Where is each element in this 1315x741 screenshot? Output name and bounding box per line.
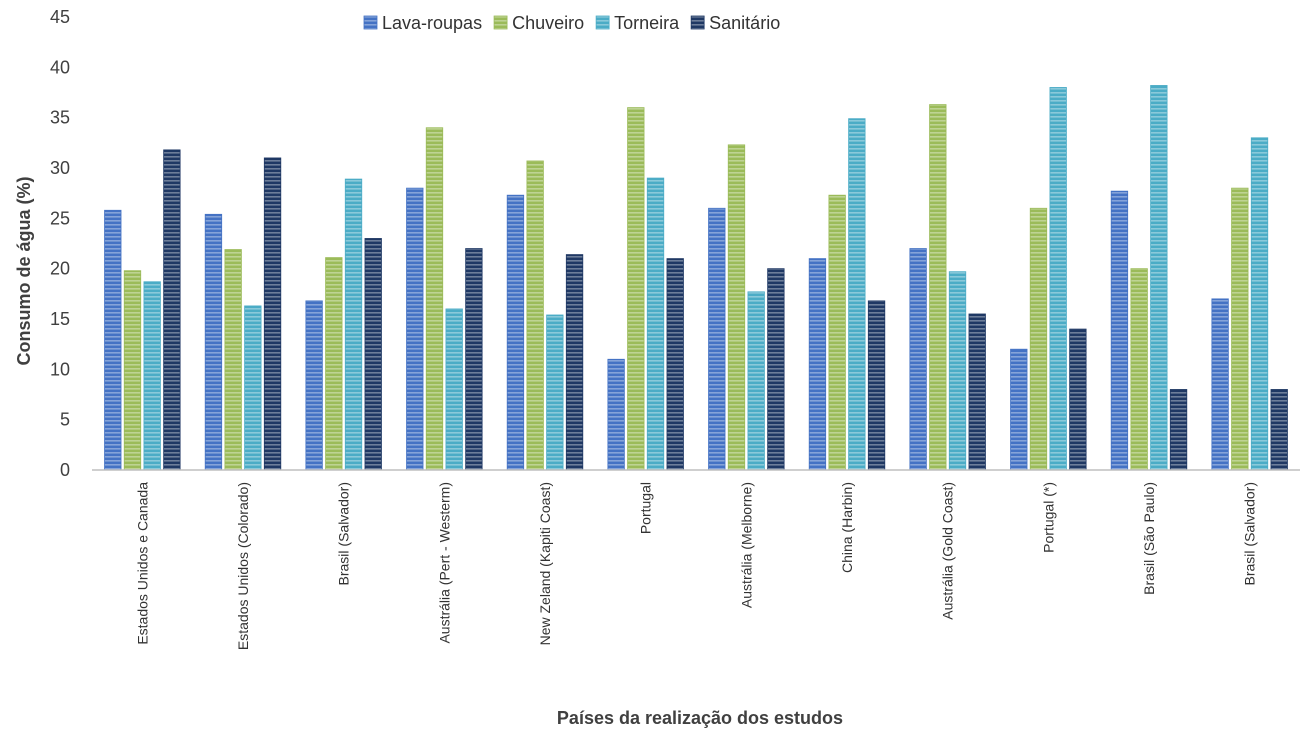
bar-torneira bbox=[747, 291, 765, 471]
bar-lava-roupas bbox=[1110, 190, 1129, 471]
bar-lava-roupas bbox=[305, 300, 323, 471]
x-tick-label: Brasil (Salvador) bbox=[336, 482, 352, 585]
x-tick-label: Austrália (Melborne) bbox=[738, 482, 754, 608]
bar-chuveiro bbox=[929, 104, 947, 471]
bar-sanitario bbox=[666, 258, 684, 471]
bar-lava-roupas bbox=[406, 187, 424, 471]
bar-torneira bbox=[344, 178, 363, 471]
bar-sanitario bbox=[1069, 328, 1087, 471]
bar-lava-roupas bbox=[1211, 298, 1229, 471]
bar-lava-roupas bbox=[104, 209, 122, 471]
x-tick-label: Estados Unidos (Colorado) bbox=[235, 482, 251, 650]
bar-torneira bbox=[948, 271, 967, 471]
legend-swatch-sanitario bbox=[690, 15, 705, 30]
x-tick-label: China (Harbin) bbox=[839, 482, 855, 573]
y-tick-label: 25 bbox=[50, 208, 70, 228]
legend-label-lava-roupas: Lava-roupas bbox=[382, 13, 482, 33]
x-tick-label: Brasil (Salvador) bbox=[1242, 482, 1258, 585]
x-tick-label: Austrália (Gold Coast) bbox=[940, 482, 956, 620]
bar-sanitario bbox=[1270, 389, 1288, 471]
bar-sanitario bbox=[565, 254, 584, 471]
y-tick-label: 40 bbox=[50, 57, 70, 77]
bar-torneira bbox=[848, 118, 866, 471]
x-tick-label: Portugal (*) bbox=[1040, 482, 1056, 553]
bar-lava-roupas bbox=[607, 358, 625, 471]
bar-torneira bbox=[445, 308, 463, 471]
bar-sanitario bbox=[364, 238, 382, 471]
bar-lava-roupas bbox=[909, 248, 927, 471]
bar-sanitario bbox=[263, 157, 282, 471]
legend-swatch-lava-roupas bbox=[363, 15, 378, 30]
y-tick-label: 35 bbox=[50, 108, 70, 128]
bar-chuveiro bbox=[1231, 187, 1249, 471]
legend-swatch-chuveiro bbox=[493, 15, 508, 30]
bars bbox=[104, 85, 1288, 471]
x-tick-label: New Zeland (Kapiti Coast) bbox=[537, 482, 553, 645]
legend-label-chuveiro: Chuveiro bbox=[512, 13, 584, 33]
bar-torneira bbox=[1150, 85, 1168, 471]
legend-swatch-torneira bbox=[595, 15, 610, 30]
bar-torneira bbox=[244, 305, 262, 471]
bar-chuveiro bbox=[1029, 207, 1048, 471]
y-tick-label: 10 bbox=[50, 359, 70, 379]
bar-sanitario bbox=[867, 300, 886, 471]
bar-lava-roupas bbox=[808, 258, 827, 471]
y-axis-title: Consumo de água (%) bbox=[14, 176, 34, 365]
bar-lava-roupas bbox=[506, 194, 525, 471]
y-tick-label: 15 bbox=[50, 309, 70, 329]
bar-chuveiro bbox=[325, 257, 343, 471]
bar-chuveiro bbox=[224, 249, 242, 471]
y-tick-label: 5 bbox=[60, 410, 70, 430]
bar-torneira bbox=[646, 177, 665, 471]
bar-chuveiro bbox=[425, 127, 444, 471]
x-tick-label: Estados Unidos e Canada bbox=[134, 482, 150, 645]
category-labels: Estados Unidos e Canada Estados Unidos (C… bbox=[134, 482, 1257, 650]
bar-chuveiro bbox=[627, 107, 645, 471]
bar-torneira bbox=[1049, 87, 1067, 471]
x-tick-label: Austrália (Pert - Westerm) bbox=[436, 482, 452, 644]
bar-chuveiro bbox=[123, 270, 142, 471]
x-tick-label: Portugal bbox=[638, 482, 654, 534]
bar-chuveiro bbox=[828, 194, 846, 471]
bar-torneira bbox=[546, 314, 564, 471]
y-tick-label: 45 bbox=[50, 7, 70, 27]
bar-chuveiro bbox=[526, 160, 544, 471]
x-tick-label: Brasil (São Paulo) bbox=[1141, 482, 1157, 595]
x-axis-title: Países da realização dos estudos bbox=[557, 708, 843, 728]
bar-sanitario bbox=[968, 313, 986, 471]
legend-label-sanitario: Sanitário bbox=[709, 13, 780, 33]
bar-chuveiro bbox=[727, 144, 746, 471]
y-tick-label: 0 bbox=[60, 460, 70, 480]
y-tick-label: 30 bbox=[50, 158, 70, 178]
legend: Lava-roupas Chuveiro Torneira Sanitário bbox=[363, 13, 780, 33]
y-axis: 0 5 10 15 20 25 30 35 40 45 bbox=[50, 7, 70, 480]
bar-sanitario bbox=[767, 268, 785, 471]
bar-sanitario bbox=[465, 248, 483, 471]
bar-sanitario bbox=[1169, 389, 1188, 471]
bar-lava-roupas bbox=[204, 213, 223, 471]
bar-torneira bbox=[1250, 137, 1269, 471]
bar-torneira bbox=[143, 281, 161, 471]
y-tick-label: 20 bbox=[50, 259, 70, 279]
bar-sanitario bbox=[163, 149, 181, 471]
bar-lava-roupas bbox=[1010, 348, 1028, 471]
legend-label-torneira: Torneira bbox=[614, 13, 680, 33]
bar-chuveiro bbox=[1130, 268, 1148, 471]
bar-lava-roupas bbox=[708, 207, 726, 471]
